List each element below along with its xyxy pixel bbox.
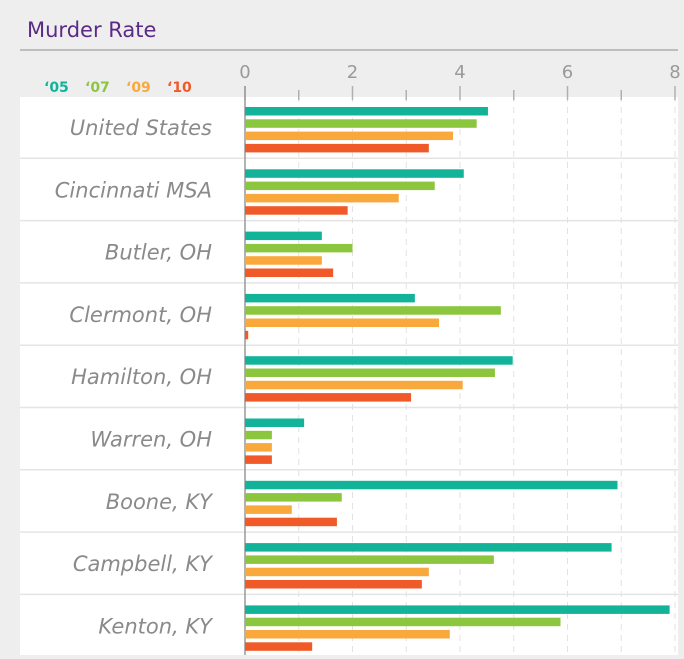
- bar: [245, 119, 477, 128]
- bar: [245, 418, 305, 427]
- category-label: Butler, OH: [105, 241, 212, 265]
- category-label: Hamilton, OH: [71, 365, 212, 389]
- category-label: Kenton, KY: [98, 614, 214, 638]
- x-tick-label: 0: [239, 62, 250, 83]
- legend-label: ‘05: [44, 80, 69, 96]
- bar: [245, 455, 272, 464]
- legend-label: ‘09: [126, 80, 151, 96]
- bar: [245, 393, 412, 402]
- category-label: Campbell, KY: [73, 552, 214, 576]
- bar: [245, 131, 454, 141]
- bar: [245, 318, 440, 327]
- bar: [245, 555, 494, 564]
- bar: [245, 505, 292, 514]
- bar: [245, 181, 435, 191]
- bar: [245, 493, 342, 502]
- bar: [245, 356, 513, 365]
- bar: [245, 206, 348, 215]
- category-label: United States: [70, 116, 212, 140]
- legend-label: ‘07: [85, 80, 110, 96]
- bar: [245, 368, 495, 377]
- bar: [245, 605, 670, 614]
- bar: [245, 567, 429, 577]
- x-tick-label: 8: [669, 62, 680, 83]
- category-label: Warren, OH: [90, 428, 212, 452]
- bar: [245, 330, 249, 340]
- bar: [245, 107, 488, 116]
- bar: [245, 143, 429, 153]
- bar: [245, 430, 272, 440]
- bar: [245, 580, 422, 589]
- bar: [245, 193, 399, 203]
- bar: [245, 617, 561, 627]
- bar: [245, 543, 612, 552]
- bar: [245, 243, 353, 253]
- bar: [245, 480, 618, 490]
- bar: [245, 293, 415, 303]
- x-tick-label: 2: [347, 62, 358, 83]
- bar: [245, 256, 322, 265]
- bar: [245, 306, 501, 315]
- bar: [245, 268, 334, 277]
- x-tick-label: 4: [454, 62, 465, 83]
- bar: [245, 642, 313, 651]
- bar: [245, 231, 322, 241]
- category-label: Clermont, OH: [69, 303, 212, 327]
- bar: [245, 443, 272, 452]
- bar: [245, 517, 337, 527]
- bar: [245, 630, 450, 639]
- category-label: Boone, KY: [106, 490, 214, 514]
- legend-label: ‘10: [167, 80, 192, 96]
- bar: [245, 380, 463, 390]
- chart-title: Murder Rate: [27, 18, 156, 42]
- x-tick-label: 6: [562, 62, 573, 83]
- category-label: Cincinnati MSA: [55, 178, 212, 202]
- bar: [245, 169, 464, 178]
